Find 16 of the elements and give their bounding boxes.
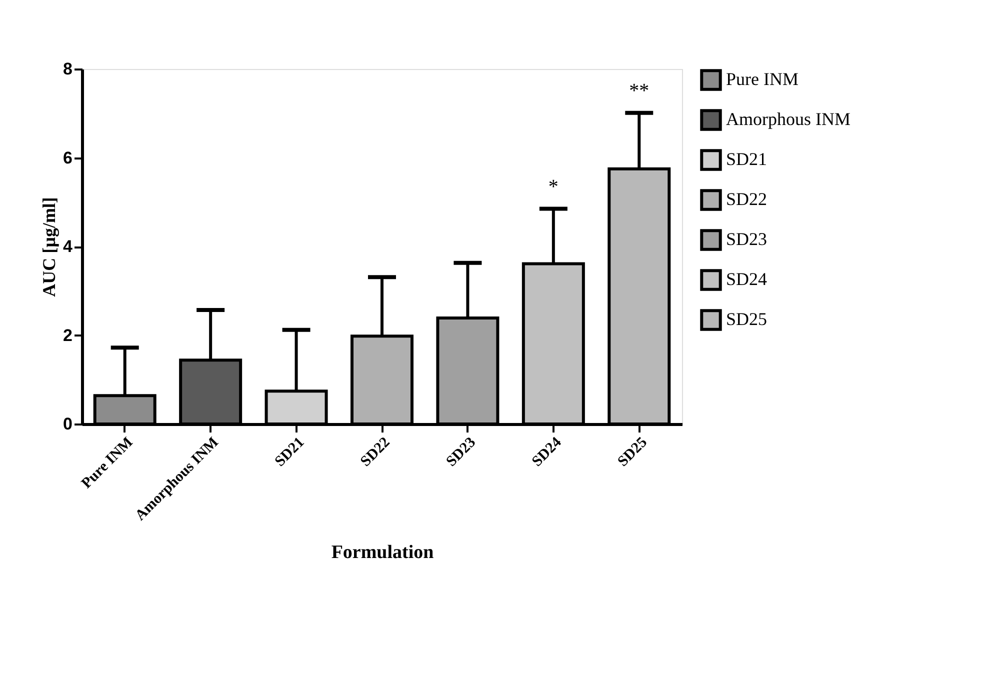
legend-label: SD21 [726, 149, 768, 169]
legend-label: SD23 [726, 229, 768, 249]
annotation: * [548, 176, 558, 198]
legend-label: SD25 [726, 309, 768, 329]
y-tick-label: 2 [63, 326, 72, 345]
y-axis-title: AUC [µg/ml] [39, 197, 60, 297]
y-tick-label: 6 [63, 148, 72, 168]
legend-label: Amorphous INM [726, 109, 850, 129]
y-tick-label: 0 [63, 414, 72, 434]
annotation: ** [629, 80, 650, 102]
y-tick-label: 8 [63, 60, 72, 78]
legend-label: SD24 [726, 269, 768, 289]
legend-label: Pure INM [726, 69, 798, 89]
x-axis-title: Formulation [331, 542, 434, 564]
legend-label: SD22 [726, 189, 768, 209]
y-tick-label: 4 [63, 237, 74, 256]
